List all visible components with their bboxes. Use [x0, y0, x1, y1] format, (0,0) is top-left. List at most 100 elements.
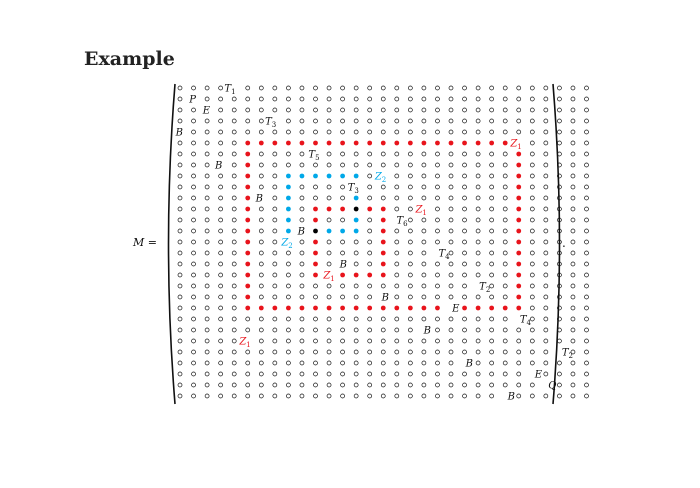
- matrix-label: T4: [520, 315, 532, 328]
- open-dot: [286, 371, 291, 377]
- open-dot: [326, 184, 332, 190]
- open-dot: [557, 239, 562, 245]
- open-dot: [475, 294, 481, 300]
- filled-dot: [516, 173, 522, 179]
- open-dot: [394, 272, 400, 278]
- open-dot: [231, 96, 237, 102]
- open-dot: [286, 382, 291, 388]
- open-dot: [489, 349, 494, 355]
- open-dot: [177, 85, 183, 91]
- open-dot: [462, 250, 467, 256]
- open-dot: [204, 382, 210, 388]
- open-dot: [408, 371, 413, 377]
- open-dot: [191, 338, 196, 344]
- open-dot: [421, 338, 427, 344]
- filled-dot: [380, 206, 386, 212]
- open-dot: [286, 283, 291, 289]
- open-dot: [516, 382, 522, 388]
- filled-dot: [394, 140, 400, 146]
- filled-dot: [340, 305, 345, 311]
- open-dot: [204, 96, 210, 102]
- filled-dot: [475, 305, 481, 311]
- open-dot: [475, 349, 481, 355]
- open-dot: [191, 272, 196, 278]
- open-dot: [272, 96, 278, 102]
- open-dot: [489, 162, 494, 168]
- open-dot: [340, 217, 345, 223]
- open-dot: [218, 217, 223, 223]
- open-dot: [299, 393, 305, 399]
- open-dot: [448, 283, 454, 289]
- open-dot: [435, 283, 440, 289]
- open-dot: [394, 261, 400, 267]
- open-dot: [462, 239, 467, 245]
- open-dot: [231, 239, 237, 245]
- open-dot: [448, 151, 454, 157]
- open-dot: [218, 239, 223, 245]
- open-dot: [516, 107, 522, 113]
- open-dot: [394, 349, 400, 355]
- open-dot: [408, 184, 413, 190]
- open-dot: [408, 96, 413, 102]
- open-dot: [204, 316, 210, 322]
- open-dot: [191, 283, 196, 289]
- open-dot: [421, 272, 427, 278]
- open-dot: [570, 338, 576, 344]
- open-dot: [570, 393, 576, 399]
- open-dot: [421, 349, 427, 355]
- open-dot: [204, 195, 210, 201]
- open-dot: [380, 371, 386, 377]
- open-dot: [529, 349, 535, 355]
- open-dot: [435, 239, 440, 245]
- open-dot: [353, 338, 359, 344]
- filled-dot: [421, 140, 427, 146]
- open-dot: [516, 371, 522, 377]
- open-dot: [299, 327, 305, 333]
- open-dot: [394, 250, 400, 256]
- filled-dot: [489, 305, 495, 311]
- open-dot: [313, 338, 318, 344]
- open-dot: [299, 349, 305, 355]
- filled-dot: [367, 272, 373, 278]
- open-dot: [529, 250, 535, 256]
- open-dot: [313, 294, 318, 300]
- open-dot: [475, 382, 481, 388]
- open-dot: [529, 85, 535, 91]
- open-dot: [367, 173, 373, 179]
- open-dot: [543, 261, 549, 267]
- open-dot: [245, 371, 251, 377]
- open-dot: [231, 217, 237, 223]
- open-dot: [258, 349, 264, 355]
- open-dot: [380, 118, 386, 124]
- open-dot: [340, 129, 345, 135]
- open-dot: [570, 272, 576, 278]
- open-dot: [502, 162, 508, 168]
- open-dot: [394, 360, 400, 366]
- open-dot: [313, 129, 318, 135]
- open-dot: [204, 294, 210, 300]
- open-dot: [421, 85, 427, 91]
- open-dot: [570, 162, 576, 168]
- open-dot: [475, 250, 481, 256]
- open-dot: [475, 316, 481, 322]
- filled-dot: [286, 173, 291, 179]
- open-dot: [502, 283, 508, 289]
- open-dot: [326, 338, 332, 344]
- open-dot: [272, 107, 278, 113]
- open-dot: [435, 217, 440, 223]
- open-dot: [177, 217, 183, 223]
- open-dot: [340, 316, 345, 322]
- matrix-label: E: [451, 304, 460, 315]
- open-dot: [231, 305, 237, 311]
- filled-dot: [313, 261, 318, 267]
- open-dot: [408, 272, 413, 278]
- filled-dot: [353, 228, 359, 234]
- open-dot: [489, 96, 494, 102]
- open-dot: [489, 327, 494, 333]
- open-dot: [435, 118, 440, 124]
- open-dot: [475, 327, 481, 333]
- open-dot: [394, 283, 400, 289]
- filled-dot: [435, 305, 440, 311]
- filled-dot: [340, 206, 345, 212]
- open-dot: [408, 107, 413, 113]
